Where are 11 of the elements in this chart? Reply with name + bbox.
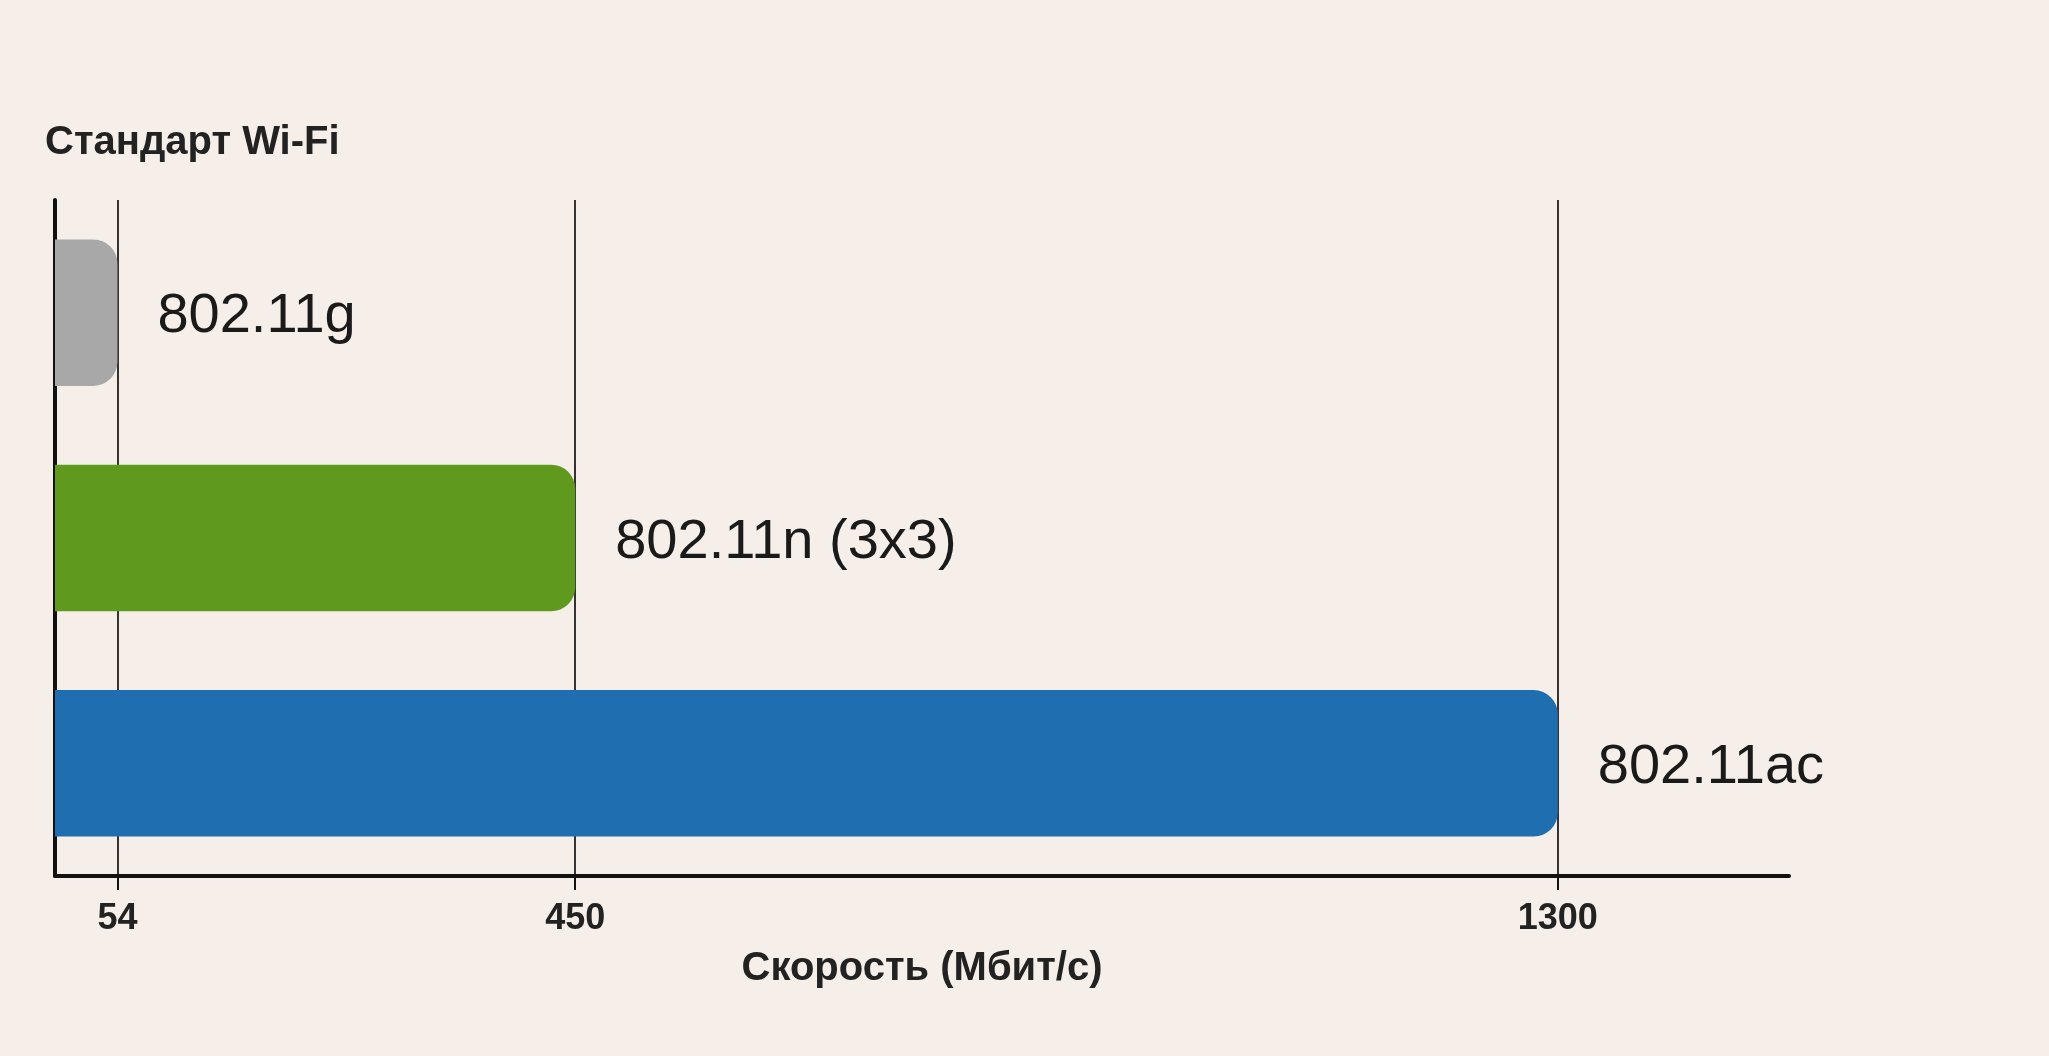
y-tick-label: 802.11n (3x3)	[615, 506, 957, 570]
y-tick-label: 802.11ac	[1597, 731, 1825, 795]
bar	[55, 690, 1558, 837]
x-axis-title: Скорость (Мбит/с)	[741, 944, 1103, 988]
x-tick-label: 450	[545, 895, 606, 937]
x-tick-label: 1300	[1517, 895, 1598, 937]
bar	[55, 464, 576, 612]
bar	[55, 239, 118, 386]
y-tick-label: 802.11g	[157, 281, 356, 345]
y-axis-title: Стандарт Wi-Fi	[45, 118, 340, 162]
x-tick-label: 54	[97, 895, 138, 937]
